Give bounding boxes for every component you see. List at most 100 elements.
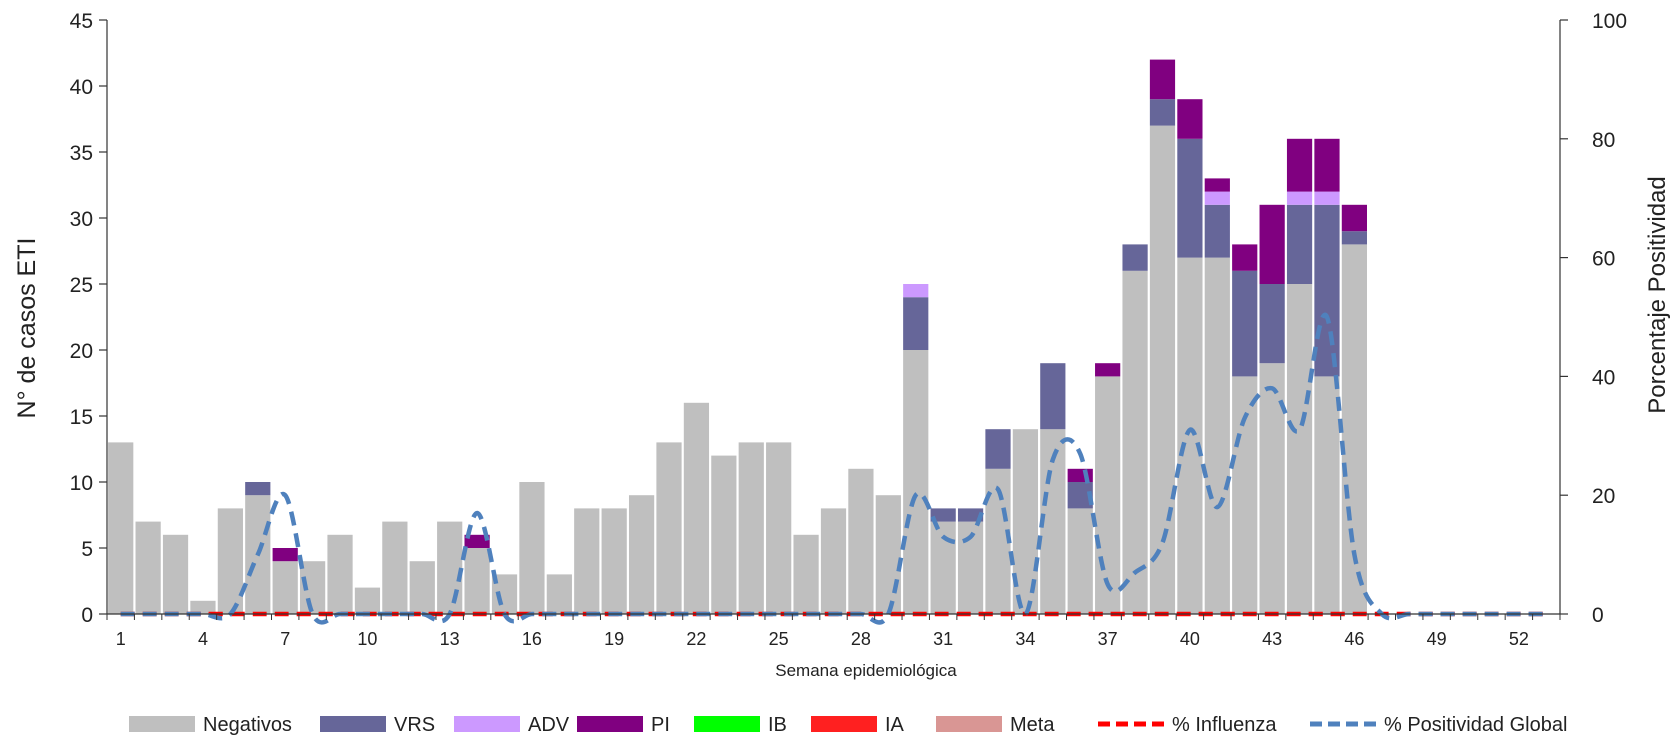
bar-vrs-week-44 [1286, 204, 1313, 284]
x-tick-label: 16 [522, 629, 542, 649]
bar-negativos-week-45 [1314, 376, 1340, 614]
x-tick-label: 22 [686, 629, 706, 649]
legend-item-ia: IA [811, 714, 905, 736]
x-tick-label: 7 [280, 629, 290, 649]
y-left-tick-label: 45 [70, 10, 93, 33]
bar-negativos-week-41 [1204, 257, 1230, 614]
x-tick-label: 19 [604, 629, 624, 649]
bar-negativos-week-16 [519, 482, 545, 614]
legend-swatch [129, 716, 195, 732]
legend: Negativos VRS ADV PI IB IA Meta % Influenza % Po… [129, 714, 1567, 736]
y-left-tick-label: 5 [81, 538, 93, 561]
bar-negativos-week-11 [382, 521, 408, 614]
bar-negativos-week-12 [409, 561, 435, 614]
bar-negativos-week-18 [574, 508, 600, 614]
bar-negativos-week-37 [1095, 376, 1121, 614]
x-tick-label: 31 [933, 629, 953, 649]
bars-layer [108, 59, 1367, 614]
legend-swatch [811, 716, 877, 732]
x-tick-label: 43 [1262, 629, 1282, 649]
bar-negativos-week-10 [354, 587, 381, 614]
bar-pi-week-40 [1177, 99, 1203, 139]
bar-vrs-week-46 [1341, 231, 1367, 245]
bar-negativos-week-30 [903, 350, 929, 614]
bar-negativos-week-40 [1177, 257, 1203, 614]
legend-item-negativos: Negativos [129, 714, 292, 736]
bar-negativos-week-5 [217, 508, 243, 614]
legend-label: Meta [1010, 714, 1055, 736]
bar-negativos-week-44 [1286, 284, 1313, 614]
legend-label: % Influenza [1172, 714, 1277, 736]
bar-vrs-week-31 [930, 508, 956, 522]
y-left-tick-label: 15 [70, 406, 93, 429]
bar-pi-week-43 [1259, 204, 1285, 284]
bar-adv-week-45 [1314, 191, 1340, 205]
bar-vrs-week-38 [1122, 244, 1148, 271]
y-axis-right-label: Porcentaje Positividad [1644, 176, 1671, 413]
legend-item-pi: PI [577, 714, 670, 736]
bar-pi-week-37 [1095, 363, 1121, 377]
y-right-tick-label: 80 [1592, 129, 1615, 152]
legend-item--influenza: % Influenza [1098, 714, 1277, 736]
y-left-tick-label: 40 [70, 76, 93, 99]
bar-negativos-week-27 [820, 508, 847, 614]
y-left-tick-label: 0 [81, 604, 93, 627]
x-tick-label: 40 [1180, 629, 1200, 649]
legend-label: IB [768, 714, 787, 736]
bar-negativos-week-23 [711, 455, 737, 614]
y-left-tick-label: 35 [70, 142, 93, 165]
bar-negativos-week-19 [601, 508, 627, 614]
bar-vrs-week-43 [1259, 284, 1285, 364]
legend-swatch [577, 716, 643, 732]
bar-pi-week-45 [1314, 138, 1340, 192]
bar-negativos-week-25 [766, 442, 792, 614]
bar-negativos-week-36 [1067, 508, 1093, 614]
x-tick-label: 49 [1427, 629, 1447, 649]
bar-pi-week-46 [1341, 204, 1367, 232]
x-tick-label: 25 [769, 629, 789, 649]
axes-layer: 0 5 10 15 20 25 30 35 40 45 0 20 40 60 80 100 1 4 7 10 13 16 1… [70, 10, 1627, 649]
legend-item--positividad-global: % Positividad Global [1310, 714, 1567, 736]
bar-negativos-week-4 [190, 600, 216, 614]
bar-pi-week-41 [1204, 178, 1230, 192]
bar-negativos-week-43 [1259, 363, 1285, 614]
bar-vrs-week-45 [1314, 204, 1340, 377]
bar-adv-week-41 [1204, 191, 1230, 205]
x-tick-label: 10 [357, 629, 377, 649]
bar-negativos-week-2 [135, 521, 161, 614]
legend-label: PI [651, 714, 670, 736]
legend-swatch [694, 716, 760, 732]
bar-vrs-week-39 [1149, 99, 1176, 126]
y-left-tick-label: 25 [70, 274, 93, 297]
bar-negativos-week-1 [108, 442, 134, 614]
bar-negativos-week-21 [656, 442, 682, 614]
bar-negativos-week-7 [272, 561, 298, 614]
bar-vrs-week-41 [1204, 204, 1230, 258]
bar-vrs-week-40 [1177, 138, 1203, 258]
x-tick-label: 34 [1015, 629, 1035, 649]
bar-negativos-week-24 [738, 442, 764, 614]
bar-vrs-week-6 [245, 482, 271, 496]
legend-item-ib: IB [694, 714, 787, 736]
y-right-tick-label: 0 [1592, 604, 1604, 627]
bar-negativos-week-29 [875, 495, 901, 614]
bar-pi-week-42 [1232, 244, 1258, 271]
y-right-tick-label: 40 [1592, 366, 1615, 389]
bar-pi-week-44 [1286, 138, 1313, 192]
bar-negativos-week-42 [1232, 376, 1258, 614]
bar-negativos-week-22 [683, 402, 710, 614]
x-tick-label: 1 [116, 629, 126, 649]
legend-item-meta: Meta [936, 714, 1055, 736]
y-axis-left-label: N° de casos ETI [13, 238, 41, 419]
bar-negativos-week-31 [930, 521, 956, 614]
bar-adv-week-44 [1286, 191, 1313, 205]
x-axis-label: Semana epidemiológica [775, 661, 957, 680]
y-right-tick-label: 60 [1592, 248, 1615, 271]
legend-item-adv: ADV [454, 714, 570, 736]
y-left-tick-label: 10 [70, 472, 93, 495]
x-tick-label: 4 [198, 629, 208, 649]
x-tick-label: 52 [1509, 629, 1529, 649]
bar-vrs-week-30 [903, 297, 929, 350]
